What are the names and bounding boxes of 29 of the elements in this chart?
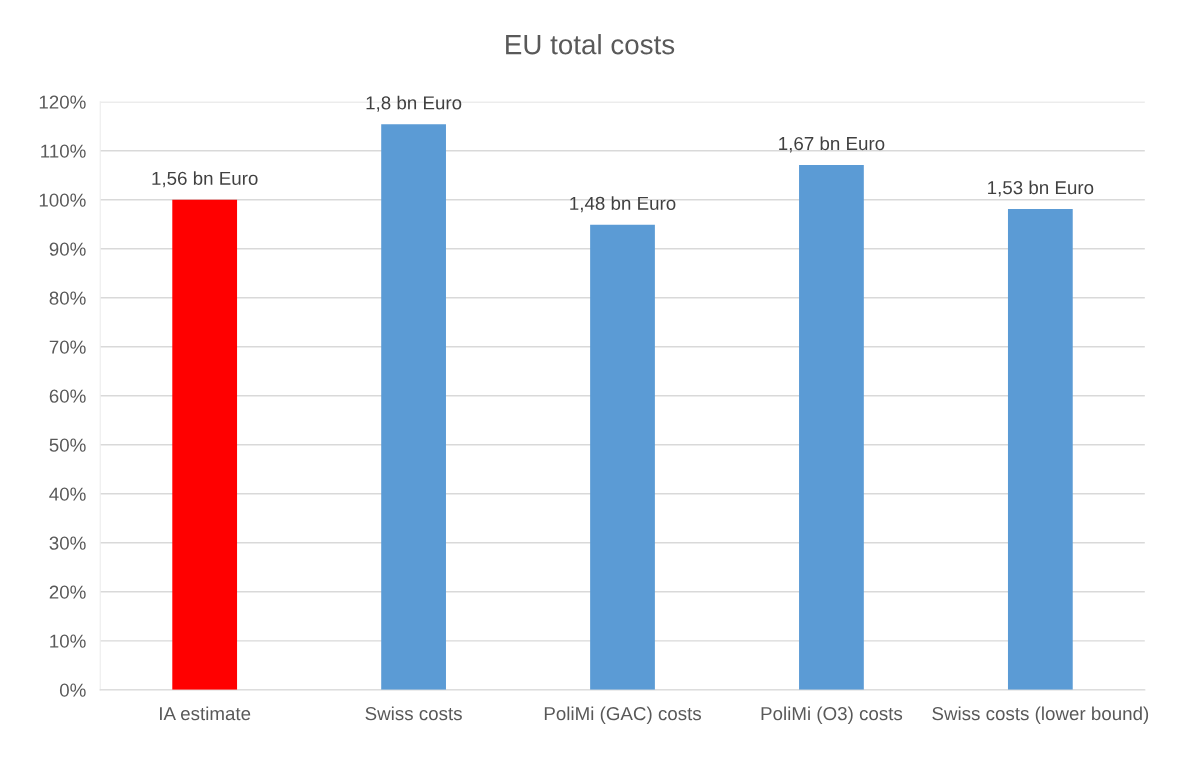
x-tick-label: PoliMi (O3) costs	[761, 706, 903, 724]
annotation: 1,53 bn Euro	[988, 180, 1094, 197]
y-tick-label: 20%	[49, 585, 86, 599]
bar	[381, 124, 446, 690]
y-tick-label: 90%	[49, 242, 86, 256]
annotation: 1,48 bn Euro	[570, 196, 676, 213]
annotation: 1,67 bn Euro	[779, 136, 885, 153]
annotation: 1,56 bn Euro	[152, 171, 258, 188]
y-tick-label: 30%	[49, 536, 86, 550]
x-tick-label: Swiss costs	[365, 706, 462, 721]
y-tick-label: 120%	[39, 95, 86, 109]
y-tick-label: 50%	[49, 438, 86, 452]
y-tick-label: 80%	[49, 291, 86, 305]
x-tick-label: IA estimate	[160, 706, 251, 721]
annotation: 1,8 bn Euro	[366, 95, 462, 112]
y-tick-label: 10%	[50, 634, 86, 648]
y-tick-label: 60%	[49, 389, 86, 403]
bar	[590, 224, 655, 690]
bar	[172, 199, 238, 690]
y-tick-label: 40%	[49, 487, 86, 501]
chart-title: EU total costs	[506, 34, 675, 55]
y-tick-label: 0%	[59, 683, 86, 697]
y-tick-label: 70%	[49, 340, 86, 354]
x-tick-label: PoliMi (GAC) costs	[544, 706, 702, 724]
y-tick-label: 110%	[41, 144, 86, 158]
y-tick-label: 100%	[39, 193, 86, 207]
bar	[1007, 209, 1073, 690]
bar	[799, 165, 864, 690]
x-tick-label: Swiss costs (lower bound)	[932, 706, 1149, 724]
